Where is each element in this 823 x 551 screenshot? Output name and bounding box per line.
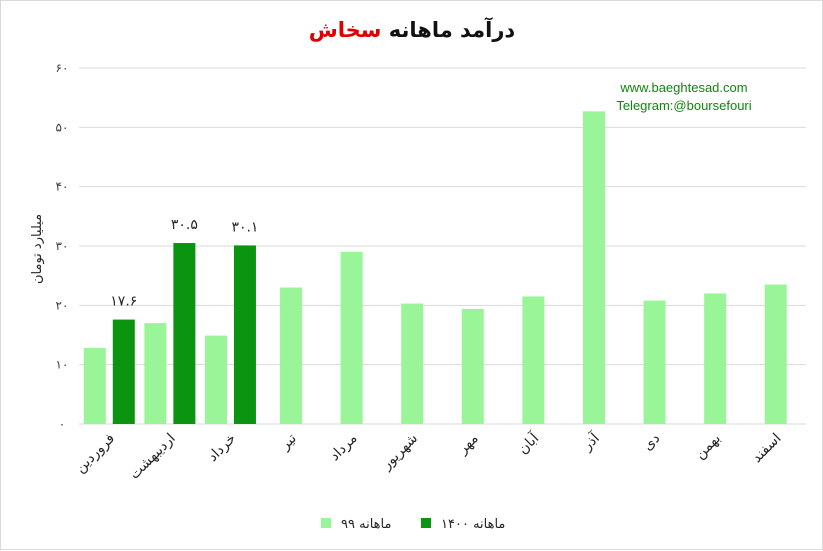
bar-99 bbox=[144, 323, 167, 424]
x-category-label: اردیبهشت bbox=[127, 431, 179, 483]
bar-99 bbox=[461, 308, 484, 424]
bar-99 bbox=[764, 284, 787, 424]
chart-title-main: درآمد ماهانه bbox=[389, 17, 516, 42]
y-axis-label: میلیارد تومان bbox=[30, 214, 45, 284]
x-category-label: تیر bbox=[277, 430, 300, 453]
bar-1400 bbox=[173, 243, 196, 424]
y-tick-label: ۶۰ bbox=[56, 61, 69, 75]
y-tick-label: ۱۰ bbox=[56, 358, 69, 372]
y-tick-label: ۳۰ bbox=[56, 239, 69, 253]
x-category-label: شهریور bbox=[378, 431, 421, 474]
legend-swatch-1400 bbox=[421, 518, 431, 528]
x-category-label: خرداد bbox=[205, 431, 239, 465]
x-category-label: مهر bbox=[454, 431, 481, 458]
watermark-website: www.baeghtesad.com bbox=[619, 80, 747, 95]
bar-99 bbox=[643, 300, 666, 424]
bar-99 bbox=[704, 293, 727, 424]
bar-99 bbox=[280, 287, 303, 424]
y-tick-label: ۵۰ bbox=[56, 120, 69, 134]
x-category-label: دی bbox=[640, 431, 663, 454]
bar-99 bbox=[204, 335, 227, 424]
y-tick-label: ۲۰ bbox=[56, 298, 69, 312]
bar-99 bbox=[401, 303, 424, 424]
chart-title: درآمد ماهانه سخاش bbox=[309, 17, 516, 42]
x-category-label: فروردین bbox=[72, 431, 118, 477]
x-category-label: اسفند bbox=[749, 431, 785, 467]
data-label-1400: ۱۷.۶ bbox=[110, 294, 137, 310]
x-axis-categories: فروردین اردیبهشت خرداد تیر مرداد شهریور مهر آبا… bbox=[72, 429, 784, 483]
legend: ماهانه ۱۴۰۰ ماهانه ۹۹ bbox=[321, 517, 505, 532]
bar-1400 bbox=[233, 245, 256, 424]
gridlines bbox=[79, 67, 806, 425]
bars bbox=[83, 111, 787, 425]
watermark-telegram: Telegram:@boursefouri bbox=[616, 98, 751, 113]
x-category-label: آبان bbox=[514, 429, 543, 458]
y-tick-label: ۴۰ bbox=[56, 180, 69, 194]
data-label-1400: ۳۰.۱ bbox=[231, 219, 258, 235]
bar-99 bbox=[83, 348, 106, 424]
bar-99 bbox=[340, 251, 363, 424]
bar-1400 bbox=[112, 319, 135, 424]
data-labels: ۱۷.۶ ۳۰.۵ ۳۰.۱ bbox=[110, 217, 258, 310]
data-label-1400: ۳۰.۵ bbox=[171, 217, 198, 233]
y-tick-label: ۰ bbox=[59, 417, 65, 431]
bar-99 bbox=[582, 111, 605, 425]
x-category-label: آذر bbox=[578, 429, 603, 454]
chart-title-highlight: سخاش bbox=[309, 18, 382, 42]
bar-99 bbox=[522, 296, 545, 424]
x-category-label: مرداد bbox=[327, 431, 361, 465]
x-category-label: بهمن bbox=[692, 431, 724, 463]
legend-label-99: ماهانه ۹۹ bbox=[341, 517, 391, 532]
legend-label-1400: ماهانه ۱۴۰۰ bbox=[441, 517, 505, 532]
legend-swatch-99 bbox=[321, 518, 331, 528]
y-axis-ticks: ۰ ۱۰ ۲۰ ۳۰ ۴۰ ۵۰ ۶۰ bbox=[56, 61, 69, 431]
